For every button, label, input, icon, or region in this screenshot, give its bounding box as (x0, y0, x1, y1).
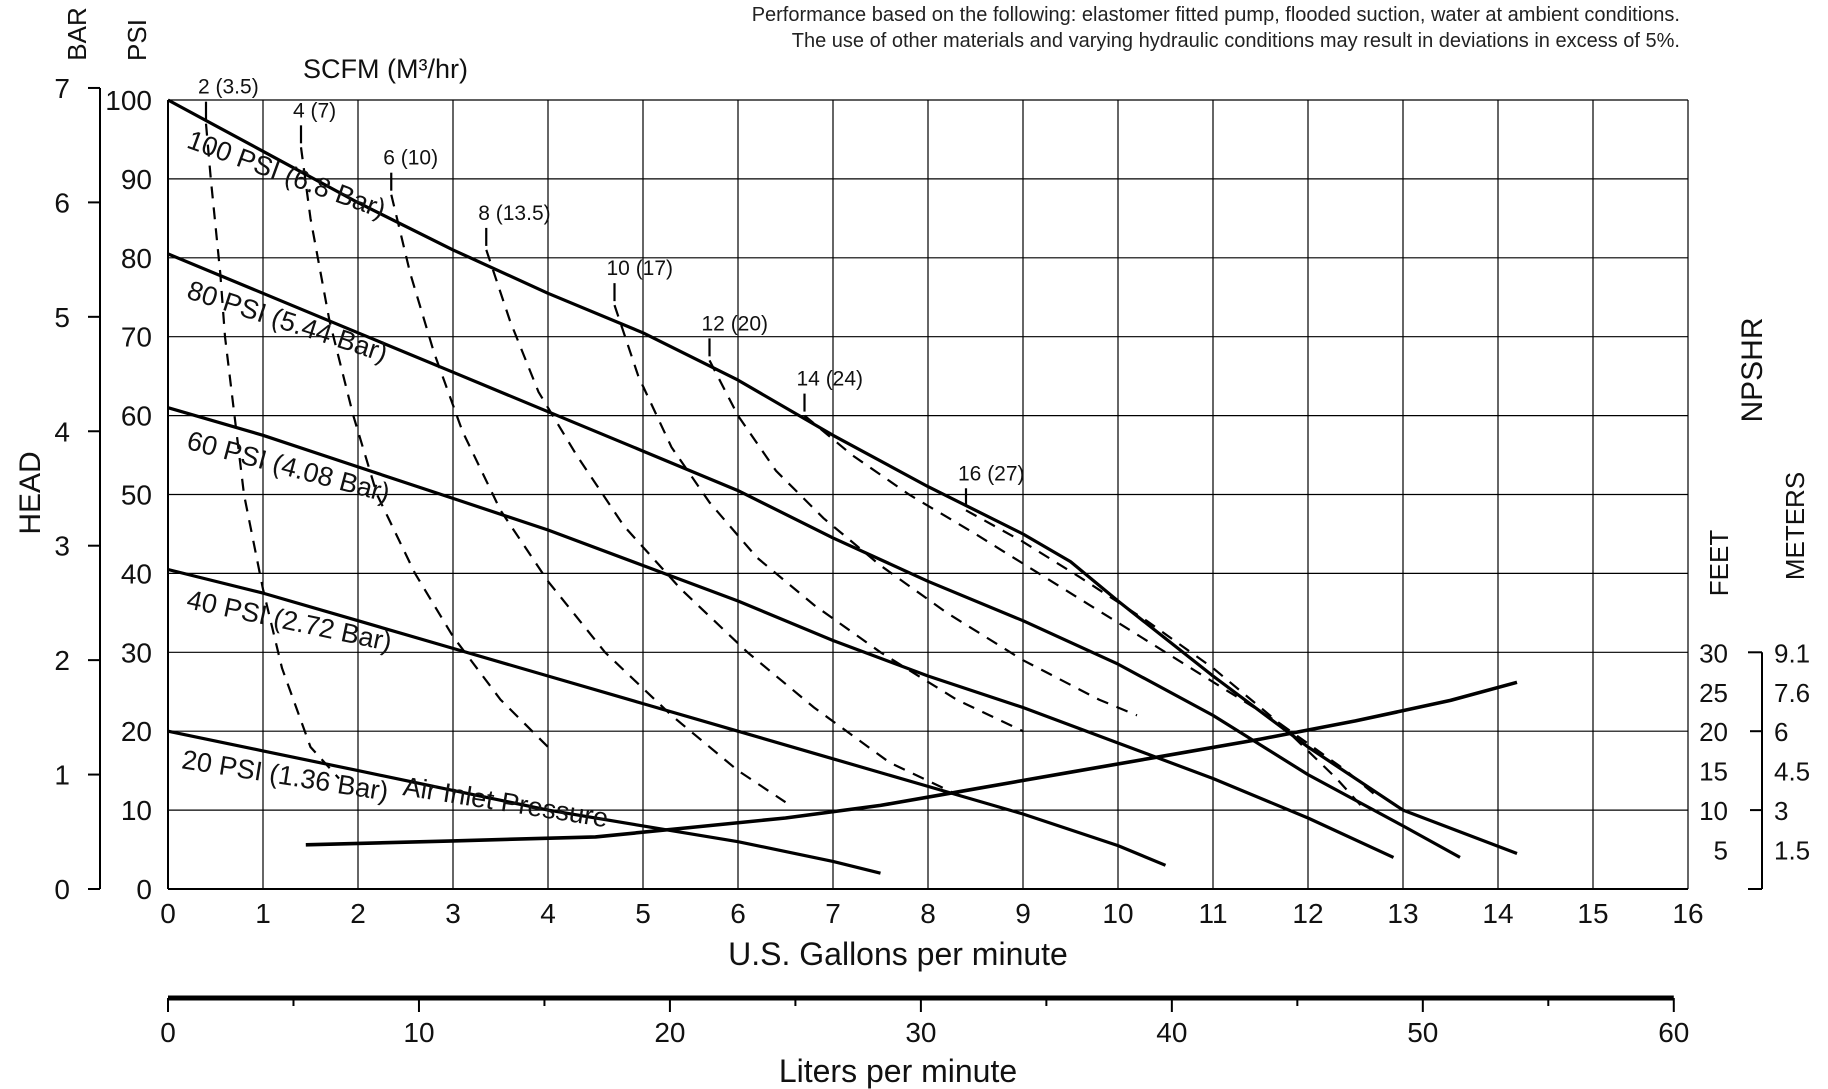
scfm-title: SCFM (M³/hr) (303, 54, 468, 84)
x-tick-label: 12 (1292, 898, 1323, 929)
bar-tick-label: 3 (54, 531, 70, 562)
npshr-feet-label: 30 (1699, 638, 1728, 668)
air-pressure-label: 20 PSI (1.36 Bar) (180, 744, 391, 806)
scfm-curve-label: 8 (13.5) (478, 202, 550, 225)
x-tick-label: 2 (350, 898, 366, 929)
psi-tick-label: 70 (121, 322, 152, 353)
psi-tick-label: 30 (121, 637, 152, 668)
bar-tick-label: 4 (54, 416, 70, 447)
npshr-feet-title: FEET (1704, 530, 1734, 597)
npshr-curve (305, 680, 1518, 847)
psi-tick-label: 40 (121, 558, 152, 589)
labels: SCFM (M³/hr)100 PSI (6.8 Bar)80 PSI (5.4… (180, 54, 1025, 833)
npshr-title: NPSHR (1736, 317, 1769, 422)
bar-tick-label: 5 (54, 302, 70, 333)
x-tick-label: 6 (730, 898, 746, 929)
scfm-curve (299, 147, 549, 748)
scfm-curve-label: 2 (3.5) (198, 76, 259, 99)
x-tick-label: 4 (540, 898, 556, 929)
air-inlet-pressure-label: Air Inlet Pressure (401, 771, 610, 833)
npshr-feet-label: 5 (1714, 836, 1728, 866)
npshr-feet-label: 20 (1699, 717, 1728, 747)
bar-tick-label: 7 (54, 73, 70, 104)
bar-tick-label: 2 (54, 645, 70, 676)
air-pressure-curve (167, 98, 1518, 855)
lpm-tick-label: 20 (654, 1017, 685, 1048)
scfm-curve (803, 414, 1376, 796)
scfm-curve (708, 359, 1138, 717)
x-tick-label: 3 (445, 898, 461, 929)
x-tick-label: 9 (1015, 898, 1031, 929)
lpm-tick-label: 10 (403, 1017, 434, 1048)
psi-tick-label: 90 (121, 164, 152, 195)
lpm-tick-label: 50 (1407, 1017, 1438, 1048)
npshr-meters-label: 6 (1774, 717, 1788, 747)
scfm-curve (965, 509, 1366, 811)
lpm-tick-label: 30 (905, 1017, 936, 1048)
npshr-meters-label: 7.6 (1774, 678, 1810, 708)
npshr-feet-label: 25 (1699, 678, 1728, 708)
air-pressure-curve (167, 567, 1167, 867)
y-axis-title: HEAD (14, 451, 47, 534)
scfm-curve-label: 10 (17) (607, 257, 674, 280)
x-tick-label: 0 (160, 898, 176, 929)
psi-tick-label: 10 (121, 795, 152, 826)
x-tick-label: 15 (1577, 898, 1608, 929)
air-pressure-curve (167, 729, 881, 875)
npshr-meters-label: 9.1 (1774, 638, 1810, 668)
npshr-feet-label: 10 (1699, 796, 1728, 826)
npshr-feet-label: 15 (1699, 757, 1728, 787)
chart-note-line-2: The use of other materials and varying h… (791, 30, 1680, 52)
npshr-meters-label: 4.5 (1774, 757, 1810, 787)
x-tick-label: 5 (635, 898, 651, 929)
psi-tick-label: 60 (121, 401, 152, 432)
lpm-tick-label: 0 (160, 1017, 176, 1048)
air-pressure-curve (167, 252, 1461, 859)
x-tick-label: 1 (255, 898, 271, 929)
lpm-axis-title: Liters per minute (779, 1053, 1017, 1089)
scfm-curve (613, 304, 1024, 733)
x-tick-label: 13 (1387, 898, 1418, 929)
lpm-tick-label: 60 (1658, 1017, 1689, 1048)
x-tick-label: 7 (825, 898, 841, 929)
npshr-meters-label: 1.5 (1774, 836, 1810, 866)
bar-tick-label: 1 (54, 760, 70, 791)
air-pressure-label: 80 PSI (5.44 Bar) (184, 275, 392, 368)
scfm-curve-label: 12 (20) (702, 312, 769, 335)
psi-axis-unit: PSI (122, 19, 152, 61)
psi-tick-label: 100 (105, 85, 152, 116)
bar-axis-unit: BAR (62, 7, 92, 60)
lpm-tick-label: 40 (1156, 1017, 1187, 1048)
npshr-meters-label: 3 (1774, 796, 1788, 826)
x-tick-label: 11 (1198, 898, 1227, 929)
x-tick-label: 10 (1102, 898, 1133, 929)
bar-tick-label: 0 (54, 874, 70, 905)
x-tick-label: 14 (1482, 898, 1513, 929)
scfm-curve-label: 6 (10) (383, 147, 438, 170)
psi-tick-label: 0 (136, 874, 152, 905)
x-tick-label: 16 (1672, 898, 1703, 929)
x-tick-label: 8 (920, 898, 936, 929)
bar-tick-label: 6 (54, 187, 70, 218)
scfm-curve-label: 16 (27) (958, 462, 1025, 485)
scfm-curve (204, 123, 340, 780)
air-pressure-label: 40 PSI (2.72 Bar) (184, 584, 394, 657)
scfm-curve-label: 4 (7) (293, 99, 336, 122)
x-axis-title: U.S. Gallons per minute (728, 936, 1068, 972)
scfm-curve (485, 249, 957, 796)
psi-tick-label: 20 (121, 716, 152, 747)
psi-tick-label: 50 (121, 480, 152, 511)
chart-note-line-1: Performance based on the following: elas… (751, 4, 1680, 26)
psi-tick-label: 80 (121, 243, 152, 274)
scfm-curve-label: 14 (24) (797, 368, 864, 391)
air-pressure-curve (167, 406, 1395, 859)
curves (167, 98, 1518, 875)
npshr-meters-title: METERS (1780, 472, 1810, 580)
axes: 0 1 2 3 4 5 6 7 8 9 10 11 12 13 14 15 16U.S. Gallons per… (14, 7, 1810, 1089)
